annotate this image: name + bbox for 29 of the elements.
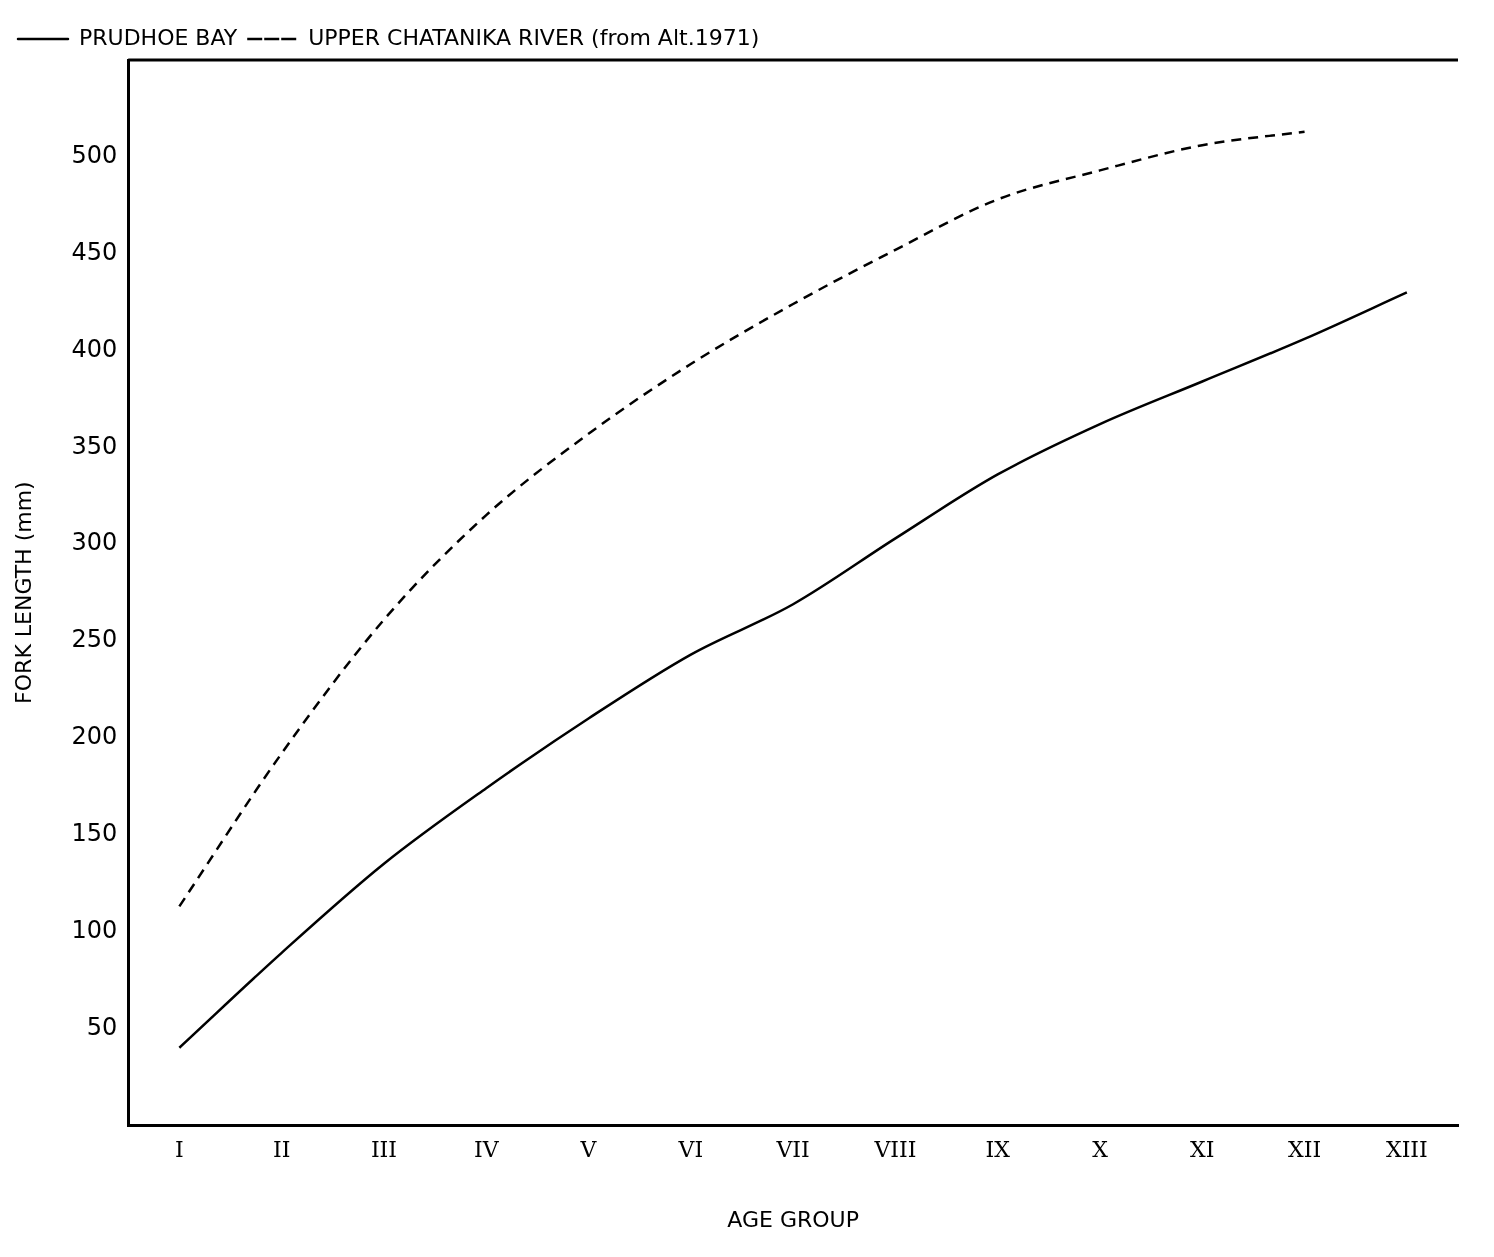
x-tick-label: VI [677, 1137, 704, 1163]
y-tick-label: 400 [71, 334, 118, 363]
x-tick-label: X [1092, 1137, 1109, 1163]
x-tick-label: IX [985, 1137, 1011, 1163]
y-tick-label: 300 [71, 528, 118, 557]
y-tick-label: 450 [71, 237, 118, 266]
y-axis-title: FORK LENGTH (mm) [10, 481, 36, 704]
y-tick-label: 150 [71, 818, 118, 847]
x-tick-label: II [272, 1137, 291, 1163]
x-tick-label: IV [473, 1137, 500, 1163]
x-tick-label: XII [1288, 1137, 1322, 1163]
line-series [178, 130, 1306, 908]
legend-label: PRUDHOE BAY [79, 24, 238, 50]
legend-label: UPPER CHATANIKA RIVER (from Alt.1971) [308, 24, 760, 50]
y-tick-label: 500 [71, 141, 118, 170]
x-tick-label: VIII [873, 1137, 917, 1163]
x-tick-label: V [579, 1137, 598, 1163]
x-axis-title: AGE GROUP [727, 1206, 859, 1232]
x-tick-label: VII [775, 1137, 810, 1163]
y-tick-label: 250 [71, 625, 118, 654]
y-tick-label: 100 [71, 915, 118, 944]
x-tick-label: III [370, 1137, 397, 1163]
y-tick-label: 50 [86, 1012, 118, 1041]
x-tick-label: I [175, 1137, 184, 1163]
line-series [178, 291, 1409, 1049]
x-tick-label: XIII [1385, 1137, 1428, 1163]
y-tick-label: 350 [71, 431, 118, 460]
y-tick-label: 200 [71, 722, 118, 751]
x-tick-label: XI [1190, 1137, 1215, 1163]
